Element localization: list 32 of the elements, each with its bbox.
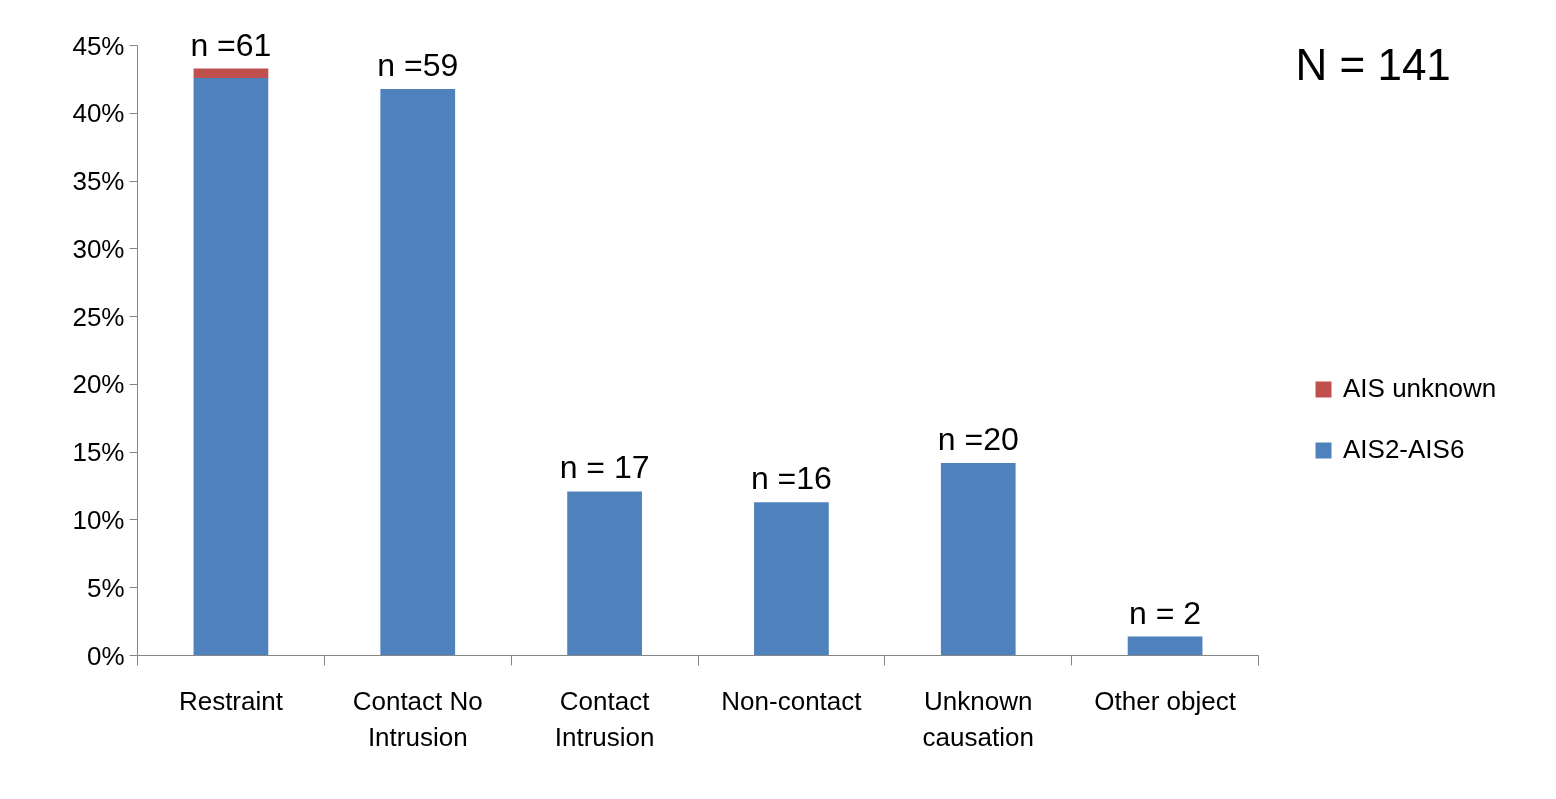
annotation: n = 2	[1129, 594, 1202, 631]
legend-label: AIS2-AIS6	[1343, 434, 1465, 465]
y-tick-label: 45%	[72, 30, 125, 61]
y-tick-label: 5%	[86, 572, 125, 603]
y-tick-label: 35%	[72, 166, 125, 197]
annotation: n =59	[377, 46, 459, 83]
bar	[567, 491, 642, 656]
x-tick-label: Restraint	[178, 685, 284, 716]
y-tick-label: 25%	[72, 301, 125, 332]
x-tick-label: Contact Intrusion	[554, 685, 655, 752]
y-tick-label: 20%	[72, 369, 125, 400]
annotation: n =20	[937, 421, 1019, 458]
y-tick-label: 0%	[86, 640, 125, 671]
x-tick-label: Unknown causation	[922, 685, 1034, 752]
y-tick-label: 15%	[72, 437, 125, 468]
bar	[754, 502, 829, 656]
x-tick-label: Other object	[1094, 685, 1237, 716]
bar	[380, 88, 456, 656]
x-tick-label: Non-contact	[721, 685, 863, 716]
y-tick-label: 10%	[72, 504, 125, 535]
text: N = 141	[1295, 39, 1451, 89]
y-tick-label: 30%	[72, 233, 125, 264]
bar	[193, 68, 269, 79]
annotation: n =16	[750, 460, 832, 497]
bar	[1127, 636, 1203, 656]
x-tick-label: Contact No Intrusion	[352, 685, 483, 752]
y-tick-label: 40%	[72, 98, 125, 129]
annotation: n =61	[190, 26, 272, 63]
bar	[193, 78, 269, 656]
bar	[940, 463, 1016, 656]
legend-label: AIS unknown	[1343, 373, 1497, 404]
annotation: n = 17	[559, 449, 650, 486]
